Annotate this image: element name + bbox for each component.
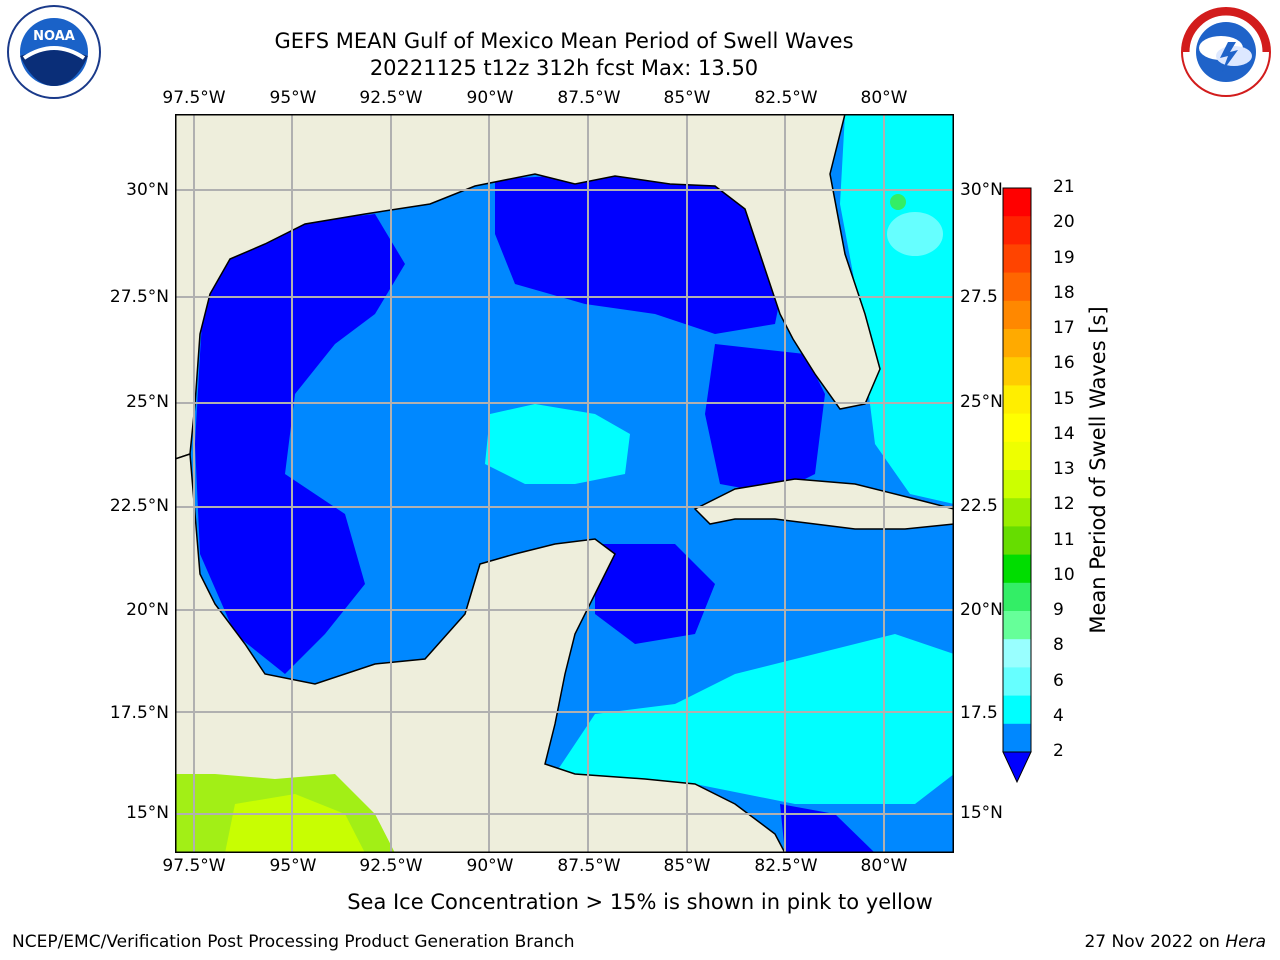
colorbar-segment bbox=[1003, 611, 1031, 640]
lat-label: 27.5 bbox=[960, 287, 998, 307]
lon-label: 97.5°W bbox=[162, 856, 226, 876]
lat-label: 30°N bbox=[126, 180, 169, 200]
lon-label: 87.5°W bbox=[557, 88, 621, 108]
lat-label: 25°N bbox=[960, 392, 1003, 412]
southeast-gulf-dark bbox=[705, 344, 825, 494]
lat-label: 17.5 bbox=[960, 703, 998, 723]
lon-label: 97.5°W bbox=[162, 88, 226, 108]
colorbar bbox=[1002, 187, 1032, 784]
map-subtitle: 20221125 t12z 312h fcst Max: 13.50 bbox=[369, 56, 759, 80]
lon-label: 95°W bbox=[269, 856, 317, 876]
footer-note: Sea Ice Concentration > 15% is shown in … bbox=[347, 890, 933, 914]
colorbar-tick-label: 10 bbox=[1053, 564, 1075, 585]
svg-text:NOAA: NOAA bbox=[33, 29, 75, 44]
caribbean-cyan-zone bbox=[555, 634, 954, 804]
map-title: GEFS MEAN Gulf of Mexico Mean Period of … bbox=[274, 29, 854, 53]
colorbar-segment bbox=[1003, 639, 1031, 668]
colorbar-tick-label: 13 bbox=[1053, 459, 1075, 479]
colorbar-tick-label: 12 bbox=[1053, 494, 1075, 515]
colorbar-tick-label: 17 bbox=[1053, 318, 1075, 338]
central-gulf-cyan-zone bbox=[485, 404, 630, 484]
colorbar-segment bbox=[1003, 723, 1031, 753]
lat-label: 30°N bbox=[960, 180, 1003, 200]
lon-label: 85°W bbox=[663, 88, 711, 108]
lat-label: 17.5°N bbox=[109, 703, 169, 723]
cuba-land bbox=[693, 478, 954, 530]
colorbar-tick-label: 18 bbox=[1053, 282, 1075, 303]
central-america-yellow-zone bbox=[225, 794, 365, 853]
colorbar-segment bbox=[1003, 582, 1031, 612]
colorbar-segment bbox=[1003, 329, 1031, 358]
lon-label: 80°W bbox=[860, 856, 908, 876]
yucatan-channel-dark bbox=[595, 544, 715, 644]
atlantic-cyan-zone bbox=[840, 114, 954, 504]
colorbar-tick-label: 9 bbox=[1053, 600, 1064, 620]
colorbar-segment bbox=[1003, 188, 1031, 217]
us-mainland-land bbox=[175, 114, 881, 460]
colorbar-tick-label: 4 bbox=[1053, 705, 1064, 726]
lat-label: 15°N bbox=[960, 803, 1003, 823]
colorbar-extend-triangle bbox=[1002, 751, 1032, 784]
colorbar-tick-label: 8 bbox=[1053, 635, 1064, 656]
southwest-caribbean-dark bbox=[780, 804, 875, 853]
colorbar-tick-label: 16 bbox=[1053, 353, 1075, 374]
lat-label: 20°N bbox=[960, 600, 1003, 620]
colorbar-segment bbox=[1003, 300, 1031, 330]
atlantic-light-spot bbox=[887, 212, 943, 256]
colorbar-segment bbox=[1003, 244, 1031, 274]
colorbar-segment bbox=[1003, 498, 1031, 527]
northern-gulf-dark bbox=[495, 174, 785, 334]
colorbar-segment bbox=[1003, 526, 1031, 556]
run-date: 27 Nov 2022 on Hera bbox=[1084, 932, 1266, 952]
lon-label: 80°W bbox=[860, 88, 908, 108]
colorbar-segment bbox=[1003, 554, 1031, 584]
lon-label: 90°W bbox=[466, 856, 514, 876]
run-host: Hera bbox=[1225, 932, 1266, 952]
lat-label: 15°N bbox=[126, 803, 169, 823]
lat-label: 25°N bbox=[126, 392, 169, 412]
lon-label: 92.5°W bbox=[359, 856, 423, 876]
colorbar-tick-label: 15 bbox=[1053, 388, 1075, 409]
colorbar-segment bbox=[1003, 695, 1031, 725]
colorbar-segment bbox=[1003, 385, 1031, 415]
colorbar-title: Mean Period of Swell Waves [s] bbox=[1086, 306, 1110, 634]
nws-logo bbox=[1181, 7, 1271, 97]
western-gulf-dark bbox=[195, 214, 405, 674]
lon-label: 87.5°W bbox=[557, 856, 621, 876]
lon-label: 95°W bbox=[269, 88, 317, 108]
colorbar-tick-label: 2 bbox=[1053, 741, 1064, 761]
colorbar-tick-label: 21 bbox=[1053, 177, 1075, 197]
colorbar-tick-label: 19 bbox=[1053, 247, 1075, 268]
graticule bbox=[175, 114, 954, 853]
lon-label: 82.5°W bbox=[754, 88, 818, 108]
colorbar-segment bbox=[1003, 470, 1031, 499]
run-date-text: 27 Nov 2022 on bbox=[1084, 932, 1220, 952]
mexico-land bbox=[175, 452, 786, 853]
colorbar-tick-label: 14 bbox=[1053, 423, 1075, 444]
colorbar-segment bbox=[1003, 667, 1031, 697]
colorbar-tick-label: 20 bbox=[1053, 212, 1075, 233]
lon-label: 92.5°W bbox=[359, 88, 423, 108]
colorbar-frame bbox=[1002, 187, 1032, 753]
colorbar-segment bbox=[1003, 357, 1031, 386]
lon-label: 82.5°W bbox=[754, 856, 818, 876]
noaa-logo: NOAA bbox=[7, 5, 101, 99]
colorbar-segment bbox=[1003, 441, 1031, 471]
colorbar-tick-label: 6 bbox=[1053, 670, 1064, 691]
lat-label: 22.5 bbox=[960, 496, 998, 516]
map-plot bbox=[175, 114, 954, 853]
lon-label: 85°W bbox=[663, 856, 711, 876]
colorbar-tick-label: 11 bbox=[1053, 529, 1075, 550]
credit-text: NCEP/EMC/Verification Post Processing Pr… bbox=[12, 932, 575, 952]
atlantic-green-spot bbox=[890, 194, 906, 210]
colorbar-segment bbox=[1003, 413, 1031, 443]
lat-label: 20°N bbox=[126, 600, 169, 620]
colorbar-segment bbox=[1003, 216, 1031, 245]
colorbar-segment bbox=[1003, 272, 1031, 302]
lat-label: 22.5°N bbox=[109, 496, 169, 516]
lat-label: 27.5°N bbox=[109, 287, 169, 307]
lon-label: 90°W bbox=[466, 88, 514, 108]
